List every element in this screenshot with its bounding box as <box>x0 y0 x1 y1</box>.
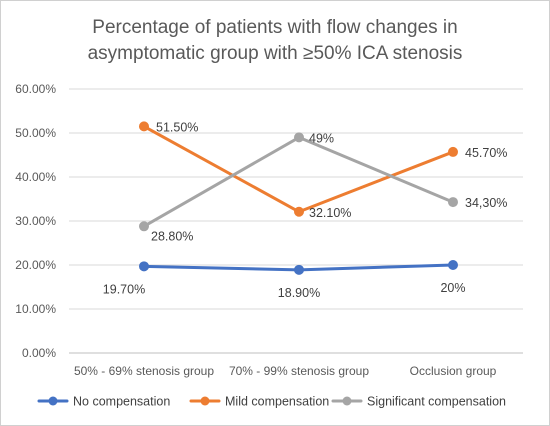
x-category-label: 50% - 69% stenosis group <box>74 364 214 378</box>
data-point <box>294 264 304 275</box>
legend-marker <box>48 396 58 406</box>
chart-title-line-2: asymptomatic group with ≥50% ICA stenosi… <box>87 43 463 64</box>
legend-marker <box>200 396 210 406</box>
y-tick-label: 60.00% <box>15 82 56 96</box>
y-tick-label: 30.00% <box>15 214 56 228</box>
y-tick-label: 20.00% <box>15 258 56 272</box>
y-tick-label: 10.00% <box>15 302 56 316</box>
data-point <box>139 121 149 132</box>
legend-label: No compensation <box>73 395 170 409</box>
data-label: 49% <box>309 131 334 145</box>
data-label: 19.70% <box>103 282 145 296</box>
data-point <box>294 206 304 217</box>
y-tick-label: 40.00% <box>15 170 56 184</box>
x-category-label: Occlusion group <box>410 364 497 378</box>
data-label: 51.50% <box>156 120 198 134</box>
data-point <box>448 146 458 157</box>
data-label: 45.70% <box>465 146 507 160</box>
data-point <box>448 197 458 208</box>
data-label: 20% <box>440 281 465 295</box>
legend-marker <box>342 396 352 406</box>
data-label: 32.10% <box>309 206 351 220</box>
data-label: 28.80% <box>151 229 193 243</box>
x-category-label: 70% - 99% stenosis group <box>229 364 369 378</box>
y-tick-label: 0.00% <box>22 346 56 360</box>
legend-label: Significant compensation <box>367 395 506 409</box>
legend-label: Mild compensation <box>225 395 329 409</box>
data-label: 34,30% <box>465 196 507 210</box>
data-point <box>294 132 304 143</box>
chart-title-line-1: Percentage of patients with flow changes… <box>92 17 458 38</box>
y-tick-label: 50.00% <box>15 126 56 140</box>
data-label: 18.90% <box>278 286 320 300</box>
data-point <box>139 221 149 232</box>
data-point <box>448 260 458 270</box>
data-point <box>139 261 149 272</box>
